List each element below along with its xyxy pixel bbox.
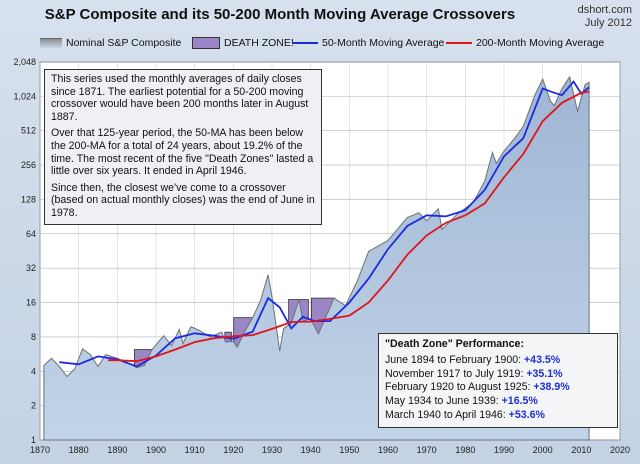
y-tick-label: 4 [31,366,36,376]
x-tick-label: 2000 [533,445,553,455]
legend-item-ma50: 50-Month Moving Average [292,37,444,49]
legend-label-ma50: 50-Month Moving Average [322,37,445,49]
y-tick-label: 8 [31,332,36,342]
info-paragraph-2: Over that 125-year period, the 50-MA has… [51,127,314,178]
performance-heading: "Death Zone" Performance: [385,338,524,350]
legend-label-ma200: 200-Month Moving Average [476,37,605,49]
performance-row: May 1934 to June 1939: +16.5% [385,395,611,409]
legend-label-death-zone: DEATH ZONE! [224,37,294,49]
y-tick-label: 512 [21,126,36,136]
x-tick-label: 2020 [610,445,630,455]
x-tick-label: 1900 [146,445,166,455]
performance-label: May 1934 to June 1939: [385,395,502,408]
performance-row: November 1917 to July 1919: +35.1% [385,368,611,382]
performance-pct: +38.9% [533,381,570,394]
legend-item-nominal: Nominal S&P Composite [40,37,181,49]
x-tick-label: 1950 [339,445,359,455]
x-tick-label: 1880 [69,445,89,455]
legend-swatch-nominal [40,38,62,48]
legend-label-nominal: Nominal S&P Composite [66,37,182,49]
legend-item-ma200: 200-Month Moving Average [446,37,604,49]
performance-row: March 1940 to April 1946: +53.6% [385,409,611,423]
ma200-line [108,90,590,363]
performance-label: June 1894 to February 1900: [385,353,524,366]
x-tick-label: 1920 [223,445,243,455]
legend-swatch-death-zone [192,37,220,49]
y-tick-label: 1,024 [13,91,36,101]
legend-swatch-ma50 [292,42,318,44]
info-paragraph-1: This series used the monthly averages of… [51,73,309,123]
performance-pct: +53.6% [508,408,545,421]
x-tick-label: 1960 [378,445,398,455]
info-paragraph-3: Since then, the closest we've come to a … [51,181,315,219]
legend-swatch-ma200 [446,42,472,44]
y-tick-label: 2,048 [13,57,36,67]
x-tick-label: 1930 [262,445,282,455]
chart-title: S&P Composite and its 50-200 Month Movin… [44,6,516,23]
source-site: dshort.com [577,4,632,16]
y-tick-label: 64 [26,229,36,239]
legend: Nominal S&P Composite DEATH ZONE! 50-Mon… [40,37,640,51]
y-tick-label: 1 [31,435,36,445]
info-box: This series used the monthly averages of… [44,69,322,225]
x-tick-label: 1980 [455,445,475,455]
x-tick-label: 1970 [417,445,437,455]
performance-row: June 1894 to February 1900: +43.5% [385,354,611,368]
source-label: dshort.com July 2012 [578,4,632,30]
y-tick-label: 128 [21,194,36,204]
y-tick-label: 32 [26,263,36,273]
performance-label: November 1917 to July 1919: [385,367,527,380]
y-tick-label: 2 [31,401,36,411]
y-tick-label: 16 [26,298,36,308]
x-tick-label: 1910 [185,445,205,455]
legend-item-death-zone: DEATH ZONE! [192,37,294,49]
performance-box: "Death Zone" Performance: June 1894 to F… [378,333,618,428]
performance-pct: +16.5% [501,395,538,408]
performance-label: February 1920 to August 1925: [385,381,534,394]
source-date: July 2012 [584,17,632,29]
performance-pct: +35.1% [526,367,563,380]
x-tick-label: 1870 [30,445,50,455]
ma50-line [59,80,590,368]
performance-label: March 1940 to April 1946: [385,408,509,421]
x-tick-label: 1990 [494,445,514,455]
x-tick-label: 1940 [301,445,321,455]
axes: 1 2 4 8 16 32 64 128 256 512 1,024 2,048 1870 1880 189… [13,57,630,455]
performance-pct: +43.5% [524,353,561,366]
x-tick-label: 2010 [571,445,591,455]
y-tick-label: 256 [21,160,36,170]
performance-row: February 1920 to August 1925: +38.9% [385,381,611,395]
x-tick-label: 1890 [107,445,127,455]
